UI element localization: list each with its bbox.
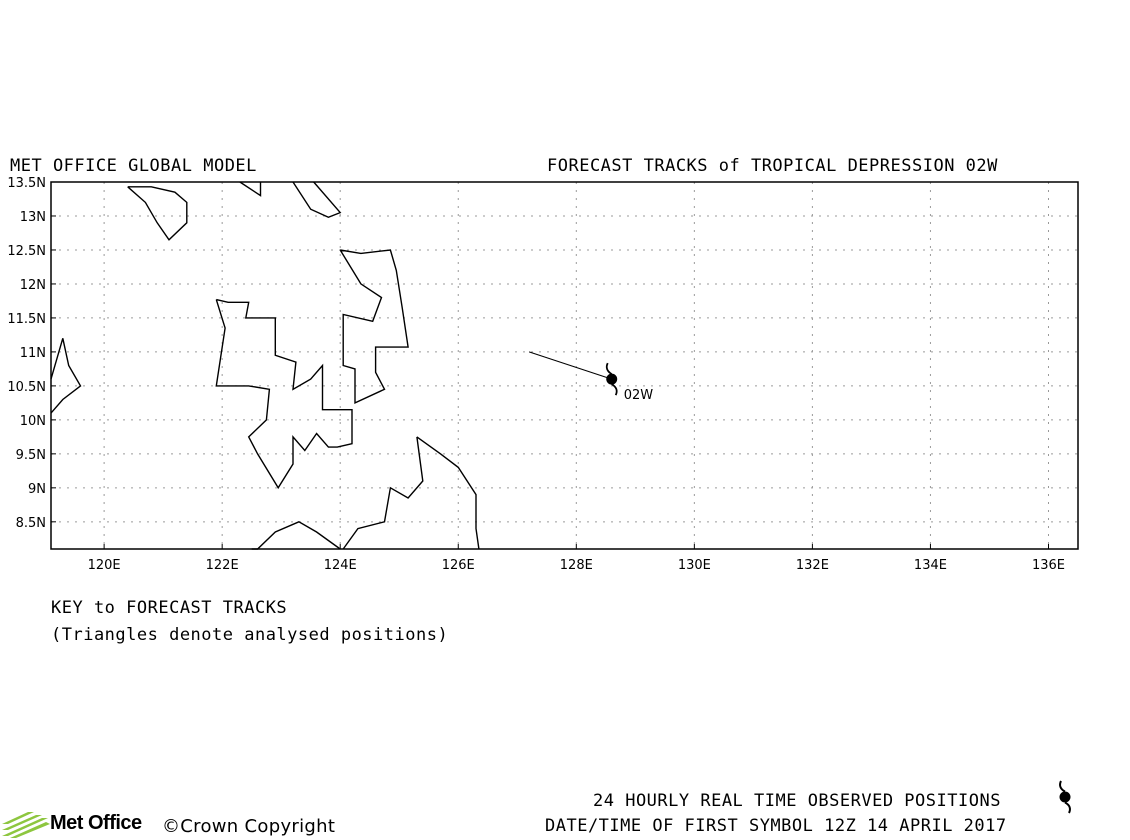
forecast-track-map: 02W 120E 122E 124E 126E 128E 130E 132E 134E 136E…: [7, 176, 1079, 573]
forecast-track-line: [528, 351, 612, 380]
met-office-logo: Met Office: [2, 812, 162, 838]
coastline: [251, 521, 341, 550]
x-tick-label: 122E: [206, 558, 239, 573]
x-tick-label: 130E: [678, 558, 711, 573]
map-frame: [50, 181, 1079, 550]
y-tick-label: 9N: [28, 482, 46, 497]
met-office-logo-mark: [2, 812, 50, 838]
observed-positions-label: 24 HOURLY REAL TIME OBSERVED POSITIONS: [593, 791, 1001, 811]
storm-track: 02W: [528, 351, 654, 403]
coastline: [339, 249, 409, 404]
coastline: [292, 181, 342, 219]
y-tick-label: 10.5N: [7, 380, 46, 395]
first-symbol-datetime: DATE/TIME OF FIRST SYMBOL 12Z 14 APRIL 2…: [545, 816, 1007, 836]
x-tick-label: 134E: [914, 558, 947, 573]
y-tick-label: 12.5N: [7, 244, 46, 259]
y-tick-label: 11N: [20, 346, 46, 361]
x-tick-label: 124E: [324, 558, 357, 573]
x-tick-label: 128E: [560, 558, 593, 573]
axis-ticks: 120E 122E 124E 126E 128E 130E 132E 134E 136E 13.5…: [7, 176, 1065, 573]
coastline: [342, 436, 424, 550]
left-title: MET OFFICE GLOBAL MODEL: [10, 156, 257, 176]
coastline: [127, 186, 188, 241]
storm-marker-tail: [605, 362, 613, 375]
y-tick-label: 11.5N: [7, 312, 46, 327]
x-tick-label: 126E: [442, 558, 475, 573]
x-tick-label: 120E: [88, 558, 121, 573]
tropical-cyclone-icon: [1059, 780, 1071, 814]
storm-marker-tail: [611, 383, 618, 396]
met-office-logo-text: Met Office: [50, 812, 142, 834]
y-tick-label: 8.5N: [16, 516, 46, 531]
coastline: [50, 338, 82, 414]
y-tick-label: 10N: [20, 414, 46, 429]
y-tick-label: 12N: [20, 278, 46, 293]
coastline: [416, 436, 480, 550]
key-title: KEY to FORECAST TRACKS: [51, 598, 288, 618]
coastline: [215, 298, 353, 490]
key-subtitle: (Triangles denote analysed positions): [51, 625, 449, 645]
right-title: FORECAST TRACKS of TROPICAL DEPRESSION 0…: [547, 156, 998, 176]
crown-copyright: ©Crown Copyright: [162, 816, 336, 837]
storm-position-marker: [606, 373, 618, 385]
y-tick-label: 9.5N: [16, 448, 46, 463]
storm-label: 02W: [624, 388, 654, 403]
x-tick-label: 132E: [796, 558, 829, 573]
y-tick-label: 13N: [20, 210, 46, 225]
grid-lines: [51, 182, 1078, 549]
y-tick-label: 13.5N: [7, 176, 46, 191]
x-tick-label: 136E: [1032, 558, 1065, 573]
coastlines: [50, 181, 480, 550]
coastline: [239, 181, 262, 197]
